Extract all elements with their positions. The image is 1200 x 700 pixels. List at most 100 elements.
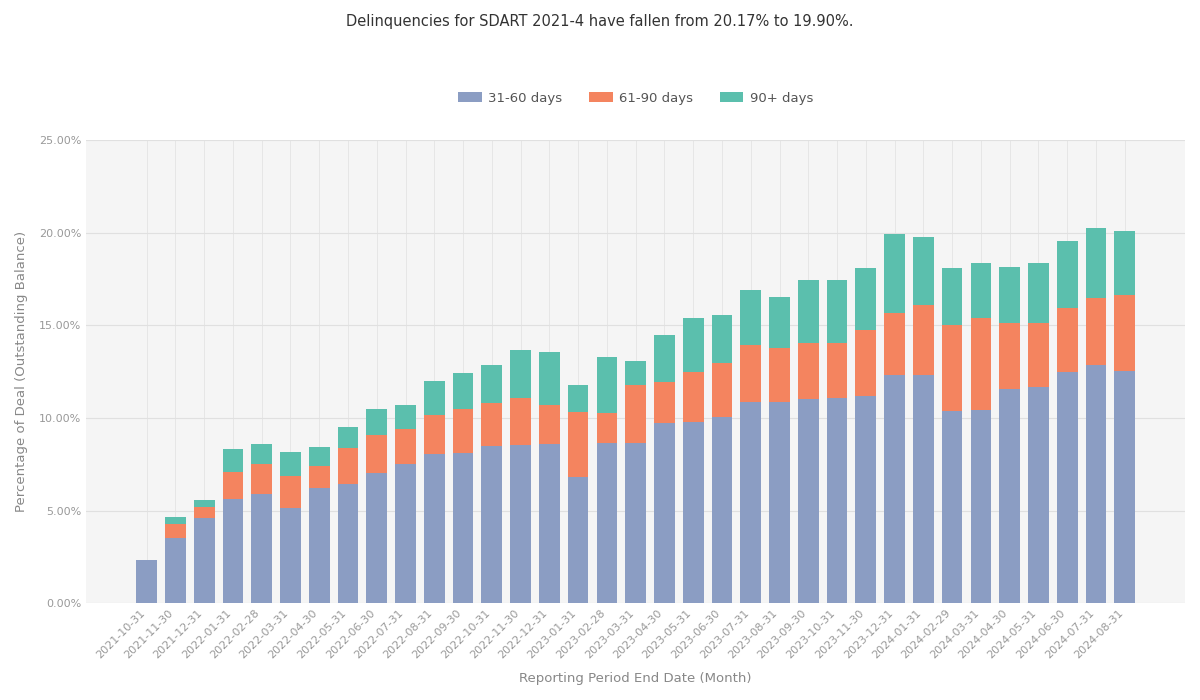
Bar [740,290,761,344]
Bar [481,403,502,446]
Bar [1028,387,1049,603]
Bar [769,402,790,603]
Bar [827,398,847,603]
Bar [395,464,416,603]
Bar [481,365,502,403]
Bar [1000,267,1020,323]
Bar [251,494,272,603]
Bar [280,476,301,508]
Bar [1086,298,1106,365]
Bar [166,517,186,524]
Bar [395,405,416,429]
Bar [971,263,991,318]
Bar [913,305,934,375]
Bar [337,449,359,484]
Bar [280,452,301,476]
Bar [596,413,617,443]
Bar [1057,308,1078,372]
Bar [827,280,847,343]
Bar [683,421,703,603]
Bar [625,386,646,443]
Text: Delinquencies for SDART 2021-4 have fallen from 20.17% to 19.90%.: Delinquencies for SDART 2021-4 have fall… [347,14,853,29]
Bar [424,415,445,454]
Bar [308,489,330,603]
Bar [337,484,359,603]
Bar [539,444,559,603]
Bar [337,427,359,449]
Bar [510,350,530,398]
Bar [1115,231,1135,295]
Bar [222,449,244,472]
Bar [452,409,474,453]
Bar [884,375,905,603]
X-axis label: Reporting Period End Date (Month): Reporting Period End Date (Month) [520,672,752,685]
Bar [827,343,847,398]
Bar [913,237,934,305]
Bar [1000,389,1020,603]
Bar [222,472,244,499]
Bar [308,466,330,489]
Bar [481,446,502,603]
Bar [654,382,674,423]
Bar [596,443,617,603]
Bar [856,330,876,396]
Bar [194,500,215,507]
Bar [798,400,818,603]
Bar [424,454,445,603]
Bar [395,429,416,464]
Bar [654,335,674,382]
Bar [740,344,761,402]
Bar [942,326,962,412]
Bar [568,477,588,603]
Bar [1057,372,1078,603]
Bar [166,538,186,603]
Bar [1028,323,1049,387]
Bar [1115,295,1135,370]
Bar [1057,241,1078,308]
Bar [568,412,588,477]
Bar [913,375,934,603]
Bar [625,443,646,603]
Bar [769,298,790,349]
Bar [683,372,703,421]
Bar [539,352,559,405]
Bar [280,508,301,603]
Bar [884,234,905,313]
Bar [366,473,388,603]
Bar [712,417,732,603]
Bar [137,559,157,603]
Bar [798,280,818,343]
Bar [194,507,215,518]
Bar [596,357,617,413]
Bar [971,410,991,603]
Bar [366,409,388,435]
Bar [366,435,388,472]
Bar [510,444,530,603]
Bar [424,381,445,415]
Bar [539,405,559,444]
Bar [308,447,330,466]
Bar [740,402,761,603]
Bar [166,524,186,538]
Bar [1028,263,1049,323]
Bar [884,313,905,375]
Bar [1086,228,1106,298]
Bar [856,395,876,603]
Bar [1000,323,1020,389]
Bar [452,373,474,409]
Bar [251,464,272,494]
Bar [625,361,646,386]
Bar [712,315,732,363]
Bar [452,453,474,603]
Bar [1115,370,1135,603]
Bar [194,518,215,603]
Y-axis label: Percentage of Deal (Outstanding Balance): Percentage of Deal (Outstanding Balance) [16,231,28,512]
Legend: 31-60 days, 61-90 days, 90+ days: 31-60 days, 61-90 days, 90+ days [452,86,818,110]
Bar [971,318,991,410]
Bar [942,268,962,326]
Bar [683,318,703,372]
Bar [942,412,962,603]
Bar [251,444,272,464]
Bar [856,268,876,330]
Bar [769,349,790,402]
